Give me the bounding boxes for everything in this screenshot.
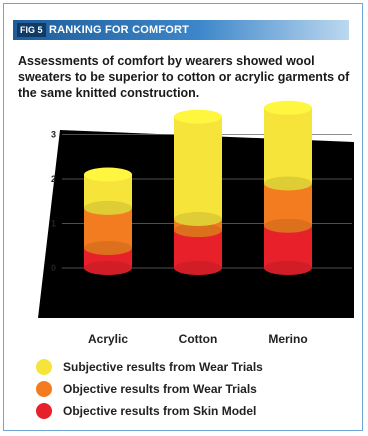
bar-segment: [264, 107, 312, 184]
legend-swatch: [36, 381, 52, 397]
legend-label: Subjective results from Wear Trials: [63, 360, 263, 374]
figure-caption: Assessments of comfort by wearers showed…: [18, 54, 350, 100]
bar-segment-base: [264, 261, 312, 275]
bar-segment: [264, 183, 312, 226]
y-tick-label: 3: [51, 130, 56, 140]
legend-swatch: [36, 359, 52, 375]
category-label: Acrylic: [88, 332, 128, 346]
bar-segment-base: [174, 223, 222, 238]
bar-segment-base: [84, 261, 132, 275]
bar-segment-base: [84, 240, 132, 255]
legend-label: Objective results from Skin Model: [63, 404, 257, 418]
category-label: Merino: [268, 332, 307, 346]
y-tick-label: 2: [51, 174, 56, 184]
bar-segment: [174, 116, 222, 220]
figure-number: FIG 5: [17, 23, 46, 37]
y-tick-label: 1: [51, 219, 56, 229]
bar-top-cap: [264, 100, 312, 115]
bar-segment-base: [264, 176, 312, 191]
figure-title: RANKING FOR COMFORT: [49, 24, 190, 36]
bar-top-cap: [84, 167, 132, 182]
figure-header: FIG 5 RANKING FOR COMFORT: [13, 20, 349, 40]
bar-segment-base: [174, 261, 222, 275]
category-label: Cotton: [179, 332, 218, 346]
bar-top-cap: [174, 109, 222, 124]
bar-segment-base: [264, 218, 312, 233]
bar-segment-base: [174, 212, 222, 227]
bar-segment: [264, 225, 312, 268]
legend-label: Objective results from Wear Trials: [63, 382, 257, 396]
bar-segment-base: [84, 200, 132, 215]
y-tick-label: 0: [51, 263, 56, 273]
legend-swatch: [36, 403, 52, 419]
